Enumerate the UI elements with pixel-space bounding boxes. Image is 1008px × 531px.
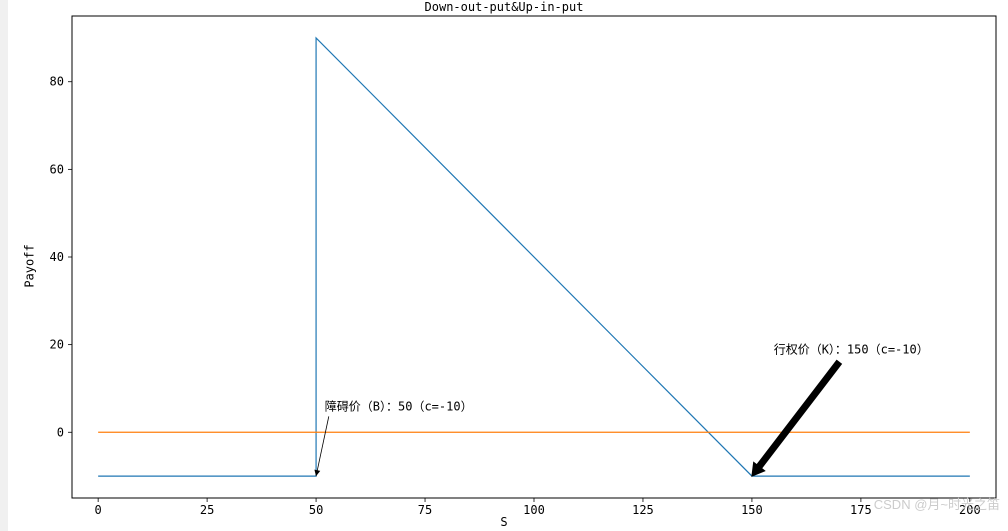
strike-annotation-label: 行权价（K）：150（c=-10）	[774, 342, 929, 356]
chart-figure: Down-out-put&Up-in-put Payoff S CSDN @月~…	[0, 0, 1008, 531]
chart-svg: 0255075100125150175200020406080障碍价（B）：50…	[0, 0, 1008, 531]
left-margin-strip	[0, 0, 8, 531]
y-axis-label: Payoff	[23, 244, 37, 287]
y-tick-label: 60	[50, 162, 64, 176]
y-tick-label: 0	[57, 425, 64, 439]
chart-title: Down-out-put&Up-in-put	[0, 0, 1008, 14]
y-tick-label: 40	[50, 250, 64, 264]
y-tick-label: 80	[50, 75, 64, 89]
watermark-text: CSDN @月~时光之笛	[874, 494, 1000, 513]
barrier-annotation-label: 障碍价（B）：50（c=-10）	[325, 398, 473, 413]
y-tick-label: 20	[50, 338, 64, 352]
x-axis-label: S	[0, 515, 1008, 529]
